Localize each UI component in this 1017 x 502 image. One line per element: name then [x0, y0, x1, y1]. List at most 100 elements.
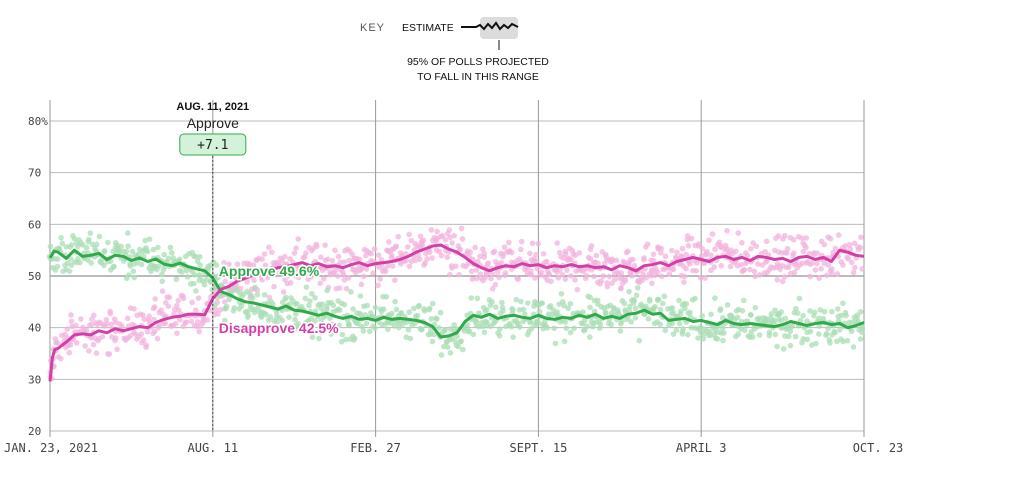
poll-dot	[429, 300, 436, 307]
poll-dot	[529, 240, 536, 247]
poll-dot	[162, 320, 169, 327]
poll-dot	[47, 243, 54, 250]
poll-dot	[349, 251, 356, 258]
poll-dot	[749, 334, 756, 340]
poll-dot	[339, 331, 346, 338]
poll-dot	[688, 324, 695, 331]
poll-dot	[458, 225, 465, 232]
poll-dot	[829, 308, 835, 315]
poll-dot	[567, 300, 574, 307]
poll-dot	[442, 236, 449, 243]
y-tick-label: 50	[28, 270, 41, 283]
poll-dot	[481, 329, 488, 336]
poll-dot	[54, 256, 61, 262]
poll-dot	[859, 325, 866, 331]
poll-dot	[180, 295, 187, 302]
poll-dot	[250, 262, 257, 268]
poll-dot	[733, 248, 739, 255]
poll-dot	[146, 319, 153, 326]
poll-dot	[496, 274, 502, 281]
poll-dot	[741, 266, 748, 273]
poll-dot	[562, 276, 569, 282]
key-label: KEY	[360, 22, 385, 34]
poll-dot	[88, 260, 95, 266]
poll-dot	[588, 243, 595, 249]
poll-dot	[821, 308, 828, 315]
poll-dot	[318, 254, 324, 261]
poll-dot	[144, 248, 151, 255]
poll-dot	[221, 259, 227, 266]
poll-dot	[501, 244, 508, 250]
poll-dot	[814, 250, 820, 257]
poll-dot	[142, 237, 148, 244]
poll-dot	[252, 284, 258, 291]
poll-dot	[832, 245, 839, 252]
poll-dot	[386, 239, 392, 245]
poll-dot	[494, 269, 501, 275]
poll-dot	[258, 314, 265, 320]
poll-dot	[568, 273, 574, 279]
poll-dot	[739, 307, 746, 314]
poll-dot	[735, 230, 742, 236]
poll-dot	[279, 317, 286, 324]
poll-dot	[686, 261, 693, 267]
axes: 20 30 40 50 60 70 80% JAN. 23, 2021 AUG. 11 FEB. …	[4, 115, 903, 455]
approve-annotation: Approve 49.6%	[219, 263, 320, 279]
poll-dot	[771, 317, 778, 324]
poll-dot	[812, 267, 819, 273]
poll-dot	[606, 273, 613, 280]
poll-dot	[356, 256, 363, 263]
poll-dot	[670, 266, 677, 273]
poll-dot	[54, 340, 61, 346]
poll-dot	[295, 321, 302, 327]
poll-dot	[850, 269, 857, 276]
poll-dot	[766, 329, 773, 336]
poll-dot	[377, 276, 383, 282]
poll-dot	[441, 327, 448, 333]
poll-dot	[756, 272, 763, 278]
poll-dot	[223, 303, 230, 310]
poll-dot	[165, 255, 172, 262]
poll-dot	[778, 309, 784, 315]
poll-dot	[655, 296, 662, 303]
key: KEY ESTIMATE 95% OF POLLS PROJECTED TO F…	[360, 17, 549, 83]
y-tick-label: 80%	[28, 115, 48, 128]
poll-dot	[261, 292, 268, 298]
poll-dot	[215, 311, 221, 317]
poll-dot	[622, 278, 629, 284]
poll-dot	[829, 270, 835, 277]
tooltip: AUG. 11, 2021 Approve +7.1	[176, 101, 249, 156]
poll-dot	[775, 233, 782, 239]
poll-dot	[449, 240, 456, 246]
poll-dot	[225, 269, 231, 276]
poll-dot	[832, 329, 838, 336]
poll-dot	[393, 243, 400, 250]
poll-dot	[594, 297, 601, 304]
poll-dot	[336, 307, 343, 314]
poll-dot	[447, 350, 454, 356]
poll-dot	[165, 303, 172, 310]
poll-dot	[336, 322, 342, 329]
poll-dot	[684, 331, 691, 338]
poll-dot	[111, 263, 117, 270]
poll-dot	[496, 333, 503, 339]
series-lines	[48, 243, 865, 382]
poll-dot	[640, 256, 647, 263]
poll-dot	[166, 294, 173, 301]
poll-dot	[348, 289, 354, 295]
poll-dot	[125, 230, 131, 236]
poll-dot	[497, 326, 503, 332]
poll-dot	[489, 285, 496, 292]
poll-dot	[366, 328, 373, 335]
poll-dot	[451, 232, 458, 239]
poll-dot	[513, 296, 520, 303]
poll-dot	[341, 277, 348, 283]
poll-dot	[54, 263, 61, 270]
poll-dot	[840, 262, 846, 268]
poll-dot	[362, 312, 369, 318]
poll-dot	[389, 263, 396, 269]
poll-dot	[840, 300, 846, 307]
poll-dot	[662, 253, 669, 260]
poll-dot	[556, 267, 563, 274]
poll-dot	[734, 314, 741, 321]
